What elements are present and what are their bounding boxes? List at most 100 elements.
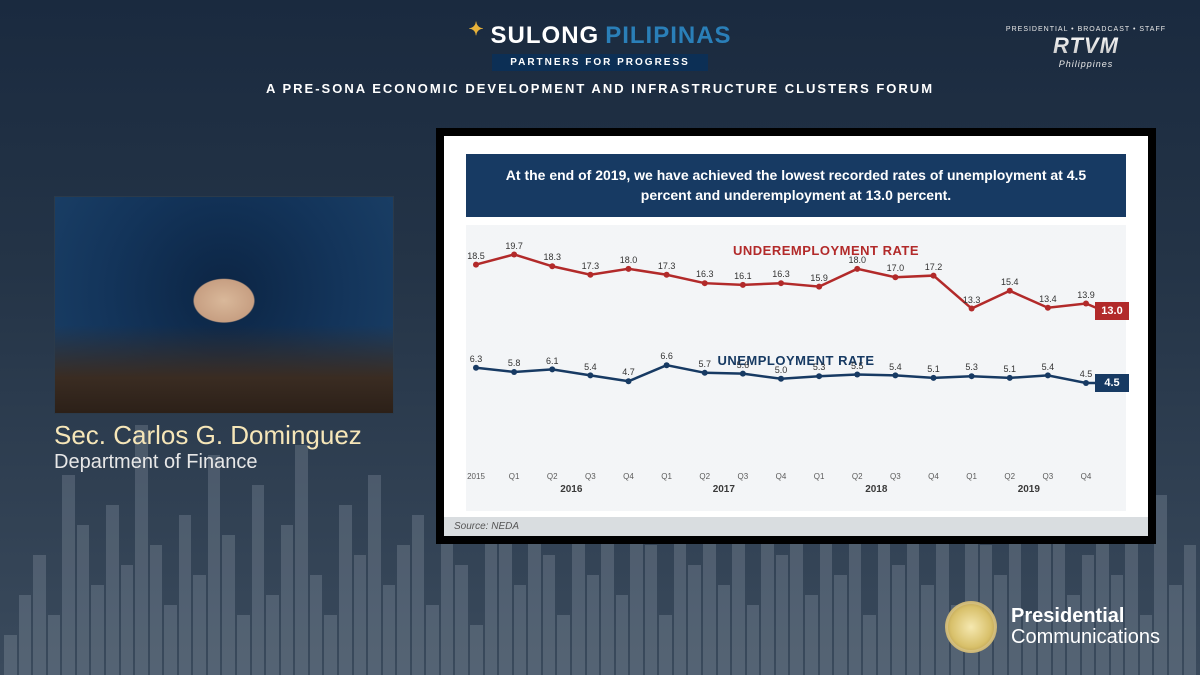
x-tick: Q1 <box>661 472 672 481</box>
data-point <box>892 274 898 280</box>
speaker-video <box>54 196 394 414</box>
presentation-slide: At the end of 2019, we have achieved the… <box>436 128 1156 544</box>
data-point <box>931 273 937 279</box>
data-point <box>511 369 517 375</box>
chart-area: UNDEREMPLOYMENT RATE 18.5 19.7 18.3 17.3 18.0… <box>466 225 1126 511</box>
x-tick: Q3 <box>585 472 596 481</box>
broadcaster-mid: RTVM <box>1006 33 1166 59</box>
data-label: 16.3 <box>772 269 790 279</box>
data-point <box>1083 380 1089 386</box>
data-label: 16.1 <box>734 271 752 281</box>
data-point <box>778 280 784 286</box>
data-label: 5.1 <box>927 364 940 374</box>
x-tick: Q4 <box>1081 472 1092 481</box>
logo-ribbon: PARTNERS FOR PROGRESS <box>492 54 708 71</box>
data-label: 5.6 <box>737 360 750 370</box>
x-tick: Q4 <box>623 472 634 481</box>
data-point <box>473 262 479 268</box>
data-point <box>778 376 784 382</box>
data-label: 6.1 <box>546 356 559 366</box>
data-label: 5.4 <box>889 362 902 372</box>
data-label: 18.0 <box>848 255 866 265</box>
data-point <box>587 373 593 379</box>
broadcaster-top: PRESIDENTIAL • BROADCAST • STAFF <box>1006 26 1166 33</box>
data-point <box>702 370 708 376</box>
data-label: 18.5 <box>467 251 485 261</box>
x-tick: Q3 <box>890 472 901 481</box>
x-tick: Q2 <box>699 472 710 481</box>
data-point <box>1045 373 1051 379</box>
x-tick: Q2 <box>1004 472 1015 481</box>
data-point <box>816 284 822 290</box>
underemployment-title: UNDEREMPLOYMENT RATE <box>733 243 919 258</box>
x-year-label: 2016 <box>560 484 582 495</box>
x-tick: Q1 <box>814 472 825 481</box>
data-point <box>854 266 860 272</box>
x-tick: 2015 <box>467 472 485 481</box>
data-label: 5.8 <box>508 358 521 368</box>
data-point <box>1083 301 1089 307</box>
slide-source: Source: NEDA <box>444 517 1148 536</box>
x-tick: Q1 <box>966 472 977 481</box>
data-label: 4.5 <box>1080 369 1093 379</box>
data-label: 19.7 <box>505 241 523 251</box>
footer-line-2: Communications <box>1011 627 1160 648</box>
data-point <box>664 362 670 368</box>
data-label: 6.3 <box>470 354 483 364</box>
data-label: 5.4 <box>584 362 597 372</box>
data-label: 16.3 <box>696 269 714 279</box>
data-point <box>816 373 822 379</box>
data-point <box>626 266 632 272</box>
slide-banner: At the end of 2019, we have achieved the… <box>466 154 1126 217</box>
data-point <box>1007 288 1013 294</box>
x-tick: Q2 <box>547 472 558 481</box>
chart-svg <box>466 225 1126 455</box>
broadcaster-bot: Philippines <box>1006 59 1166 69</box>
logo-word-2: PILIPINAS <box>605 22 731 50</box>
data-point <box>969 373 975 379</box>
data-point <box>969 306 975 312</box>
data-point <box>473 365 479 371</box>
speaker-name: Sec. Carlos G. Dominguez <box>54 420 394 451</box>
x-tick: Q2 <box>852 472 863 481</box>
data-point <box>549 263 555 269</box>
x-tick: Q1 <box>509 472 520 481</box>
data-point <box>626 378 632 384</box>
data-point <box>702 280 708 286</box>
data-label: 18.3 <box>543 252 561 262</box>
data-label: 5.3 <box>965 362 978 372</box>
data-point <box>511 252 517 258</box>
data-label: 13.3 <box>963 295 981 305</box>
data-label: 15.9 <box>810 273 828 283</box>
data-label: 17.2 <box>925 262 943 272</box>
x-year-label: 2017 <box>713 484 735 495</box>
data-label: 4.7 <box>622 367 635 377</box>
spark-icon: ✦ <box>468 19 484 40</box>
data-label: 5.7 <box>698 359 711 369</box>
data-point <box>1045 305 1051 311</box>
series-end-label: 13.0 <box>1095 302 1129 320</box>
data-label: 5.5 <box>851 361 864 371</box>
event-logo: ✦ SULONG PILIPINAS <box>468 22 731 50</box>
footer-brand: Presidential Communications <box>945 601 1160 653</box>
speaker-dept: Department of Finance <box>54 451 394 474</box>
data-label: 5.1 <box>1003 364 1016 374</box>
data-point <box>931 375 937 381</box>
x-year-label: 2018 <box>865 484 887 495</box>
data-label: 17.3 <box>658 261 676 271</box>
footer-line-1: Presidential <box>1011 606 1160 627</box>
x-tick: Q4 <box>928 472 939 481</box>
data-point <box>854 372 860 378</box>
header-subtitle: A PRE-SONA ECONOMIC DEVELOPMENT AND INFR… <box>0 81 1200 96</box>
logo-word-1: SULONG <box>491 22 600 50</box>
data-point <box>549 367 555 373</box>
data-label: 18.0 <box>620 255 638 265</box>
x-tick: Q3 <box>738 472 749 481</box>
data-label: 5.4 <box>1042 362 1055 372</box>
data-label: 5.0 <box>775 365 788 375</box>
x-tick: Q3 <box>1043 472 1054 481</box>
data-label: 17.3 <box>582 261 600 271</box>
data-point <box>587 272 593 278</box>
speaker-block: Sec. Carlos G. Dominguez Department of F… <box>54 196 394 474</box>
series-end-label: 4.5 <box>1095 374 1129 392</box>
